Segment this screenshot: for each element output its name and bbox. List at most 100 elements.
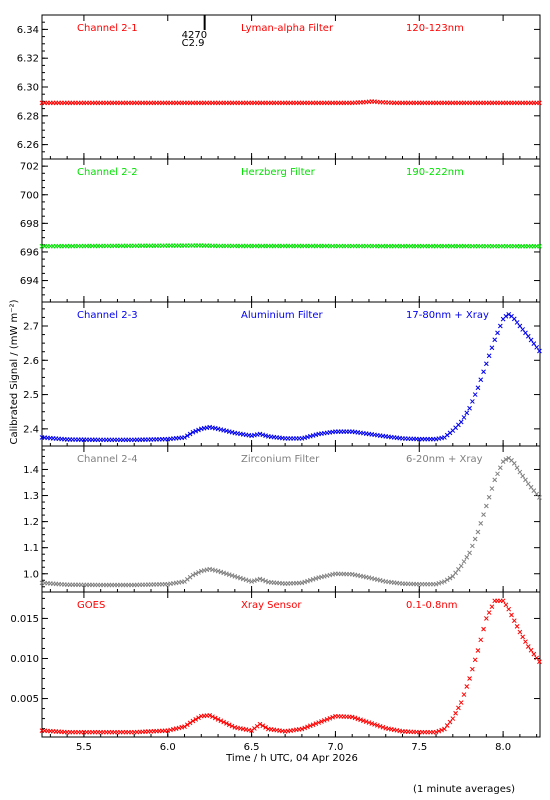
y-tick-label: 1.1 (23, 543, 39, 554)
data-point (486, 610, 492, 615)
data-point (511, 618, 517, 624)
data-point (458, 700, 464, 705)
data-point (478, 377, 484, 383)
data-point (196, 427, 201, 433)
data-point (224, 571, 229, 577)
panel-channel-label: Channel 2-4 (77, 454, 138, 465)
y-tick-label: 696 (20, 247, 39, 258)
data-point (184, 433, 190, 439)
data-point (215, 717, 221, 722)
data-point (193, 717, 199, 722)
data-point (215, 568, 221, 574)
data-point (483, 361, 489, 367)
data-point (232, 574, 238, 579)
panel-1: 6.26 6.28 6.30 6.32 6.34 Channel 2-1 Lyman-alp… (17, 14, 542, 160)
data-point (503, 602, 509, 608)
data-point (436, 580, 442, 586)
data-point (525, 333, 531, 339)
data-point (433, 581, 439, 587)
y-tick-label: 0.010 (10, 654, 39, 665)
data-point (470, 543, 475, 549)
y-tick-label: 0.015 (10, 614, 39, 625)
data-point (235, 574, 240, 580)
data-point (506, 606, 512, 612)
data-point (372, 722, 377, 727)
y-tick-label: 1.0 (23, 569, 39, 580)
data-point (492, 337, 498, 343)
panel-channel-label: Channel 2-3 (77, 310, 138, 321)
data-point (537, 495, 542, 500)
data-point (310, 722, 316, 728)
data-point (470, 666, 475, 672)
data-point (509, 612, 514, 618)
panel-channel-label: Channel 2-1 (77, 23, 138, 34)
panel-filter-label: Herzberg Filter (241, 167, 316, 178)
y-tick-label: 700 (20, 190, 39, 201)
data-point (313, 576, 319, 581)
plot-layer: 6.26 6.28 6.30 6.32 6.34 Channel 2-1 Lyman-alp… (10, 14, 542, 753)
data-point (190, 718, 196, 724)
panel-3: 2.4 2.5 2.6 2.7 Channel 2-3 Aluminium Filter 1… (23, 301, 542, 447)
data-point (537, 348, 542, 354)
y-tick-label: 694 (20, 276, 39, 287)
y-tick-label: 2.4 (23, 424, 39, 435)
data-point (310, 577, 316, 582)
x-tick-label: 5.5 (76, 742, 92, 753)
data-point (497, 465, 503, 471)
data-point (492, 477, 498, 483)
data-point (472, 392, 478, 397)
y-tick-label: 6.30 (17, 83, 39, 94)
data-point (207, 713, 213, 718)
panel-frame (41, 301, 541, 447)
data-point (307, 577, 313, 583)
y-tick-label: 2.5 (23, 390, 39, 401)
data-point (221, 719, 227, 725)
panel-frame (41, 158, 541, 303)
data-point (537, 100, 542, 106)
y-axis-title: Calibrated Signal / (mW m⁻²) (9, 299, 20, 444)
data-point (458, 563, 464, 569)
data-point (517, 629, 523, 635)
data-point (246, 578, 252, 584)
y-tick-label: 2.6 (23, 356, 39, 367)
data-point (450, 716, 456, 721)
data-series (39, 99, 542, 106)
data-point (238, 575, 243, 581)
data-point (481, 512, 486, 518)
data-point (358, 717, 363, 723)
data-point (456, 705, 461, 711)
panel-filter-label: Zirconium Filter (241, 454, 320, 465)
data-point (313, 721, 319, 727)
data-point (525, 644, 531, 649)
data-point (257, 721, 263, 727)
data-point (187, 431, 193, 437)
data-series (39, 455, 542, 588)
data-point (319, 719, 324, 724)
data-point (224, 721, 229, 726)
data-point (375, 723, 380, 728)
data-point (439, 580, 444, 585)
data-point (316, 720, 322, 725)
panel-channel-label: GOES (77, 600, 105, 611)
data-point (193, 571, 199, 577)
panel-band-label: 17-80nm + Xray (406, 310, 489, 321)
data-point (366, 720, 372, 725)
data-point (528, 647, 534, 653)
data-point (481, 369, 486, 375)
data-series (39, 243, 542, 249)
y-tick-label: 698 (20, 219, 39, 230)
data-point (190, 429, 196, 435)
averaging-footnote: (1 minute averages) (413, 784, 515, 795)
x-axis-title: Time / h UTC, 04 Apr 2026 (225, 753, 358, 764)
y-tick-label: 0.005 (10, 694, 39, 705)
data-point (321, 718, 327, 723)
data-point (511, 461, 517, 466)
data-point (218, 569, 224, 575)
data-point (531, 651, 537, 657)
panel-band-label: 6-20nm + Xray (406, 454, 483, 465)
x-tick-label: 8.0 (495, 742, 511, 753)
data-point (458, 419, 464, 425)
panel-filter-label: Xray Sensor (241, 600, 302, 611)
data-point (472, 536, 478, 542)
